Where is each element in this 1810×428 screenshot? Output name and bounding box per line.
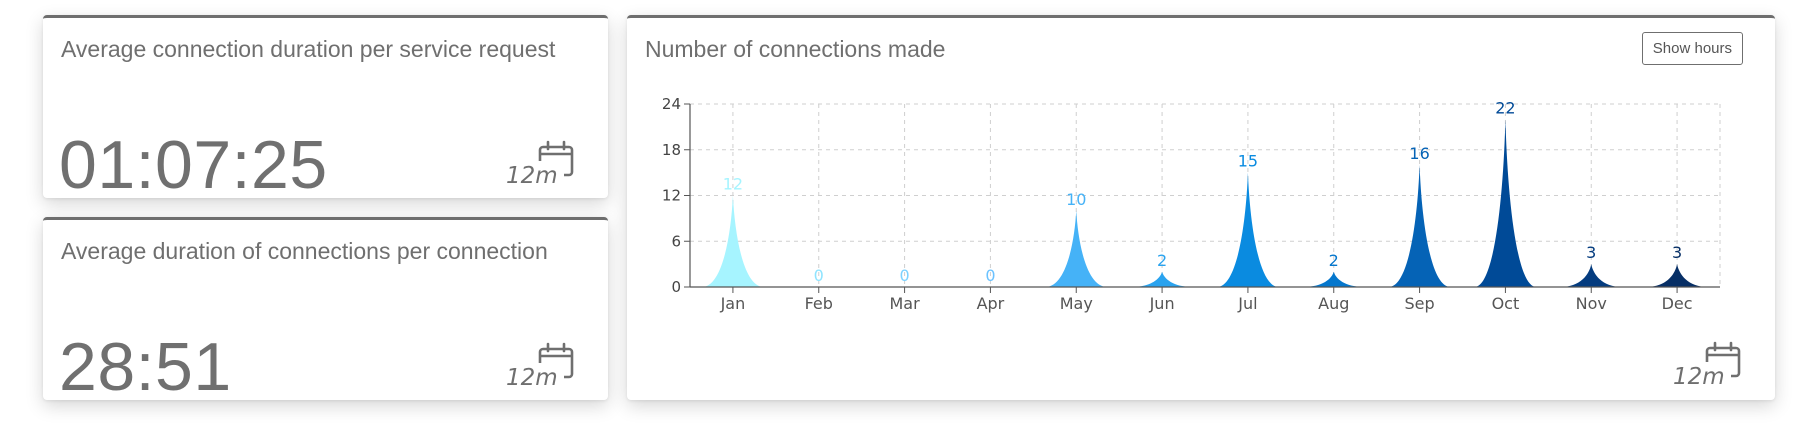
data-label: 2 (1157, 251, 1167, 270)
x-tick-label: Nov (1576, 294, 1607, 313)
chart-peak (1131, 271, 1193, 287)
y-tick-label: 24 (662, 95, 681, 113)
card-title: Average connection duration per service … (61, 36, 556, 62)
period-selector[interactable]: 12m (506, 139, 576, 189)
y-tick-label: 12 (662, 187, 681, 205)
data-label: 15 (1238, 152, 1258, 171)
data-label: 16 (1409, 144, 1429, 163)
x-tick-label: Sep (1405, 294, 1435, 313)
period-label: 12m (506, 365, 558, 391)
y-tick-label: 6 (671, 232, 681, 250)
data-label: 0 (899, 266, 909, 285)
data-label: 12 (723, 175, 743, 194)
data-label: 3 (1672, 243, 1682, 262)
show-hours-button[interactable]: Show hours (1641, 32, 1743, 65)
y-tick-label: 18 (662, 141, 681, 159)
chart-peak (1045, 210, 1108, 287)
x-tick-label: Mar (889, 294, 920, 313)
x-tick-label: Feb (805, 294, 833, 313)
period-selector[interactable]: 12m (1673, 340, 1743, 390)
chart-peak (1302, 271, 1365, 287)
data-label: 3 (1586, 243, 1596, 262)
connections-chart-card: Number of connections made Show hours 0 6… (627, 15, 1775, 400)
period-label: 12m (506, 163, 558, 189)
data-label: 2 (1329, 251, 1339, 270)
connections-chart: 0 6 12 18 24 Jan Feb Mar Apr May Jun Jul Aug Sep Oct No… (662, 95, 1721, 313)
avg-duration-per-connection-card: Average duration of connections per conn… (43, 217, 608, 405)
calendar-icon (538, 140, 574, 179)
y-tick-label: 0 (671, 278, 681, 296)
x-tick-label: Jan (720, 294, 746, 313)
chart-peak (1217, 172, 1279, 287)
data-label: 10 (1066, 190, 1086, 209)
chart-peak (1474, 119, 1537, 287)
data-label: 0 (985, 266, 995, 285)
x-tick-label: May (1060, 294, 1093, 313)
calendar-icon (1705, 341, 1741, 380)
period-label: 12m (1673, 364, 1725, 390)
x-tick-label: Aug (1318, 294, 1349, 313)
x-tick-label: Jul (1237, 294, 1257, 313)
avg-duration-per-request-card: Average connection duration per service … (43, 15, 608, 203)
chart-peak (1646, 264, 1708, 287)
x-tick-label: Jun (1149, 294, 1175, 313)
x-tick-label: Apr (977, 294, 1005, 313)
x-tick-label: Dec (1662, 294, 1693, 313)
chart-peak (702, 195, 764, 287)
chart-peak (1388, 165, 1451, 287)
chart-peak (1560, 264, 1623, 287)
duration-value: 28:51 (59, 329, 232, 405)
period-selector[interactable]: 12m (506, 341, 576, 391)
duration-value: 01:07:25 (59, 127, 328, 203)
calendar-icon (538, 342, 574, 381)
chart-title: Number of connections made (645, 36, 946, 62)
data-label: 22 (1495, 98, 1515, 117)
x-tick-label: Oct (1492, 294, 1520, 313)
card-title: Average duration of connections per conn… (61, 238, 548, 264)
data-label: 0 (814, 266, 824, 285)
